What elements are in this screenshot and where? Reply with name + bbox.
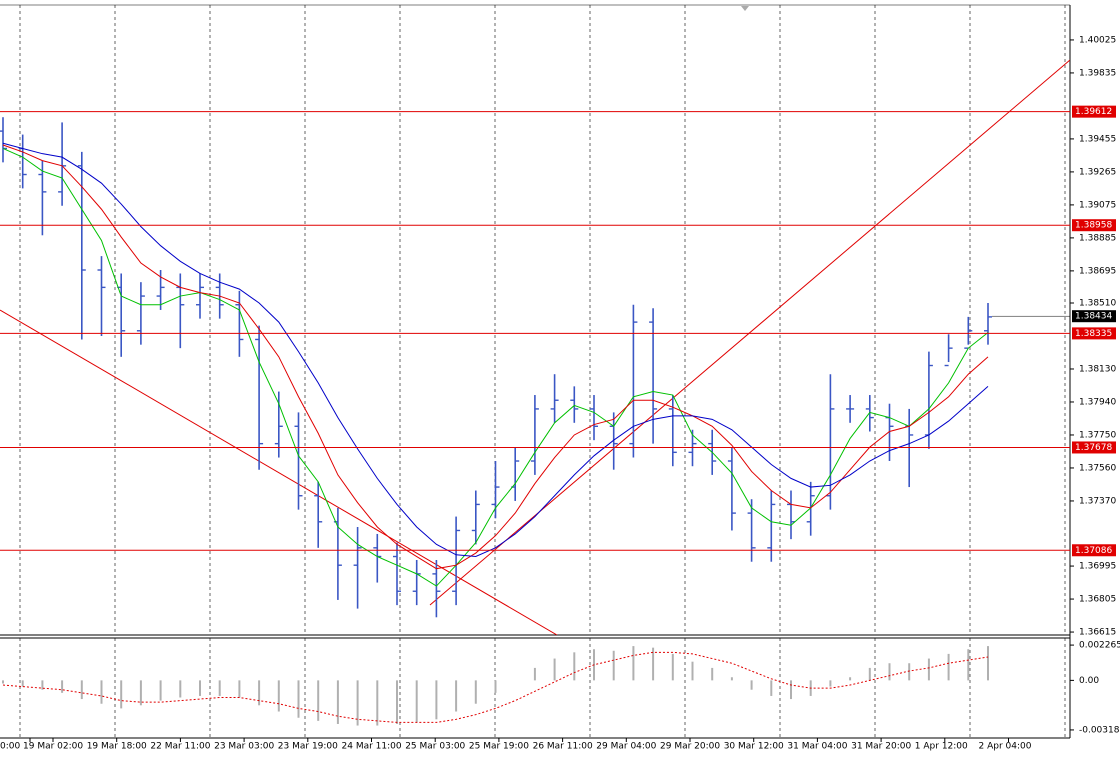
current-price-label: 1.38434 — [1075, 312, 1112, 322]
level-label-bg — [1072, 544, 1116, 557]
level-label: 1.37678 — [1075, 443, 1112, 453]
x-tick-label: 22 Mar 11:00 — [150, 742, 210, 752]
macd-pane — [2, 646, 989, 726]
y-tick-label: 1.37370 — [1079, 496, 1116, 506]
y-tick-label: -0.003182 — [1079, 725, 1120, 735]
macd-signal — [2, 651, 989, 723]
x-tick-label: 23 Mar 19:00 — [278, 742, 338, 752]
y-tick-label: 0.002265 — [1079, 641, 1120, 651]
x-tick-label: 19 Mar 18:00 — [87, 742, 147, 752]
y-tick-label: 1.36805 — [1079, 595, 1116, 605]
price-pane — [0, 117, 992, 618]
x-tick-label: 1 Apr 12:00 — [915, 742, 968, 752]
x-tick-label: 29 Mar 20:00 — [660, 742, 720, 752]
level-label: 1.38958 — [1075, 221, 1112, 231]
y-tick-label: 1.39835 — [1079, 68, 1116, 78]
x-tick-label: 26 Mar 11:00 — [533, 742, 593, 752]
y-tick-label: 1.39265 — [1079, 167, 1116, 177]
y-tick-label: 1.38510 — [1079, 299, 1116, 309]
x-tick-label: 25 Mar 19:00 — [469, 742, 529, 752]
y-tick-label: 1.38695 — [1079, 266, 1116, 276]
moving-average — [2, 144, 989, 570]
y-tick-label: 1.39455 — [1079, 134, 1116, 144]
y-tick-label: 1.38130 — [1079, 364, 1116, 374]
level-label-bg — [1072, 441, 1116, 454]
x-tick-label: 31 Mar 20:00 — [851, 742, 911, 752]
y-tick-label: 1.37940 — [1079, 397, 1116, 407]
x-tick-label: 29 Mar 04:00 — [596, 742, 656, 752]
level-label: 1.39612 — [1075, 107, 1112, 117]
y-tick-label: 1.39075 — [1079, 200, 1116, 210]
trend-line — [0, 309, 558, 635]
x-tick-label: 24 Mar 11:00 — [342, 742, 402, 752]
level-label-bg — [1072, 105, 1116, 118]
y-tick-label: 1.36995 — [1079, 562, 1116, 572]
current-price-bg — [1072, 310, 1116, 323]
x-tick-label: 31 Mar 04:00 — [787, 742, 847, 752]
x-tick-label: 30 Mar 12:00 — [724, 742, 784, 752]
x-tick-label: 19 Mar 02:00 — [23, 742, 83, 752]
x-tick-label: 0:00 — [0, 742, 20, 752]
shift-marker — [741, 6, 749, 11]
y-tick-label: 0.00 — [1079, 676, 1099, 686]
x-tick-label: 25 Mar 03:00 — [405, 742, 465, 752]
y-tick-label: 1.36615 — [1079, 628, 1116, 638]
level-label: 1.38335 — [1075, 329, 1112, 339]
vertical-grid — [19, 5, 1066, 738]
y-tick-label: 1.40025 — [1079, 35, 1116, 45]
level-label-bg — [1072, 219, 1116, 232]
y-tick-label: 1.37560 — [1079, 463, 1116, 473]
level-label-bg — [1072, 327, 1116, 340]
x-tick-label: 2 Apr 04:00 — [979, 742, 1032, 752]
level-label: 1.37086 — [1075, 546, 1112, 556]
moving-average — [2, 142, 989, 558]
y-tick-label: 1.37750 — [1079, 430, 1116, 440]
x-tick-label: 23 Mar 03:00 — [214, 742, 274, 752]
y-tick-label: 1.38885 — [1079, 233, 1116, 243]
